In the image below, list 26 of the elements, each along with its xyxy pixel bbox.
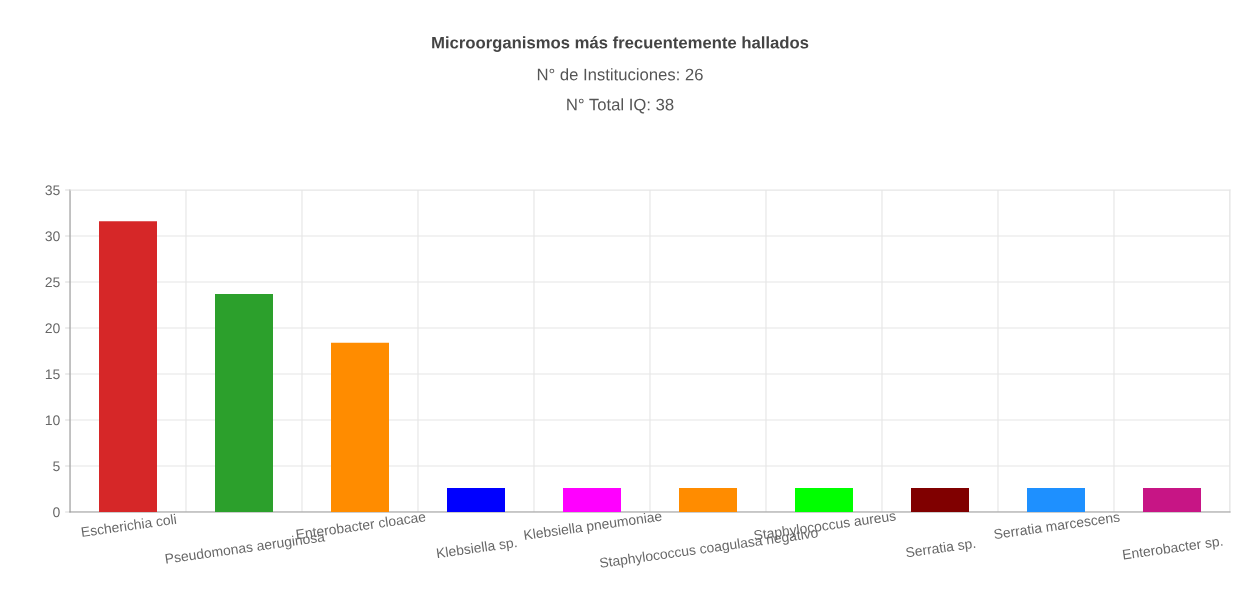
x-tick-label: Serratia sp. — [905, 537, 976, 561]
x-tick-label: Escherichia coli — [81, 513, 177, 537]
y-tick-label: 5 — [53, 461, 60, 472]
bar — [1027, 488, 1085, 512]
y-tick-label: 0 — [53, 507, 60, 518]
y-tick-label: 15 — [45, 369, 60, 380]
y-tick-label: 35 — [45, 185, 60, 196]
bar — [679, 488, 737, 512]
bar — [331, 342, 389, 512]
y-tick-label: 25 — [45, 277, 60, 288]
bar — [215, 293, 273, 512]
bar — [1143, 488, 1201, 512]
x-tick-label: Serratia marcescens — [993, 511, 1120, 540]
bar — [99, 221, 157, 512]
y-tick-label: 10 — [45, 415, 60, 426]
x-tick-label: Enterobacter sp. — [1122, 535, 1224, 563]
y-tick-label: 20 — [45, 323, 60, 334]
x-tick-label: Klebsiella sp. — [436, 537, 518, 561]
bar — [447, 488, 505, 512]
y-tick-label: 30 — [45, 231, 60, 242]
x-tick-label: Klebsiella pneumoniae — [523, 510, 663, 543]
bar — [911, 488, 969, 512]
bar — [563, 488, 621, 512]
bar — [795, 488, 853, 512]
chart-subtitle: N° de Instituciones: 26 N° Total IQ: 38 — [537, 68, 703, 114]
chart-title: Microorganismos más frecuentemente hallados — [432, 36, 809, 52]
